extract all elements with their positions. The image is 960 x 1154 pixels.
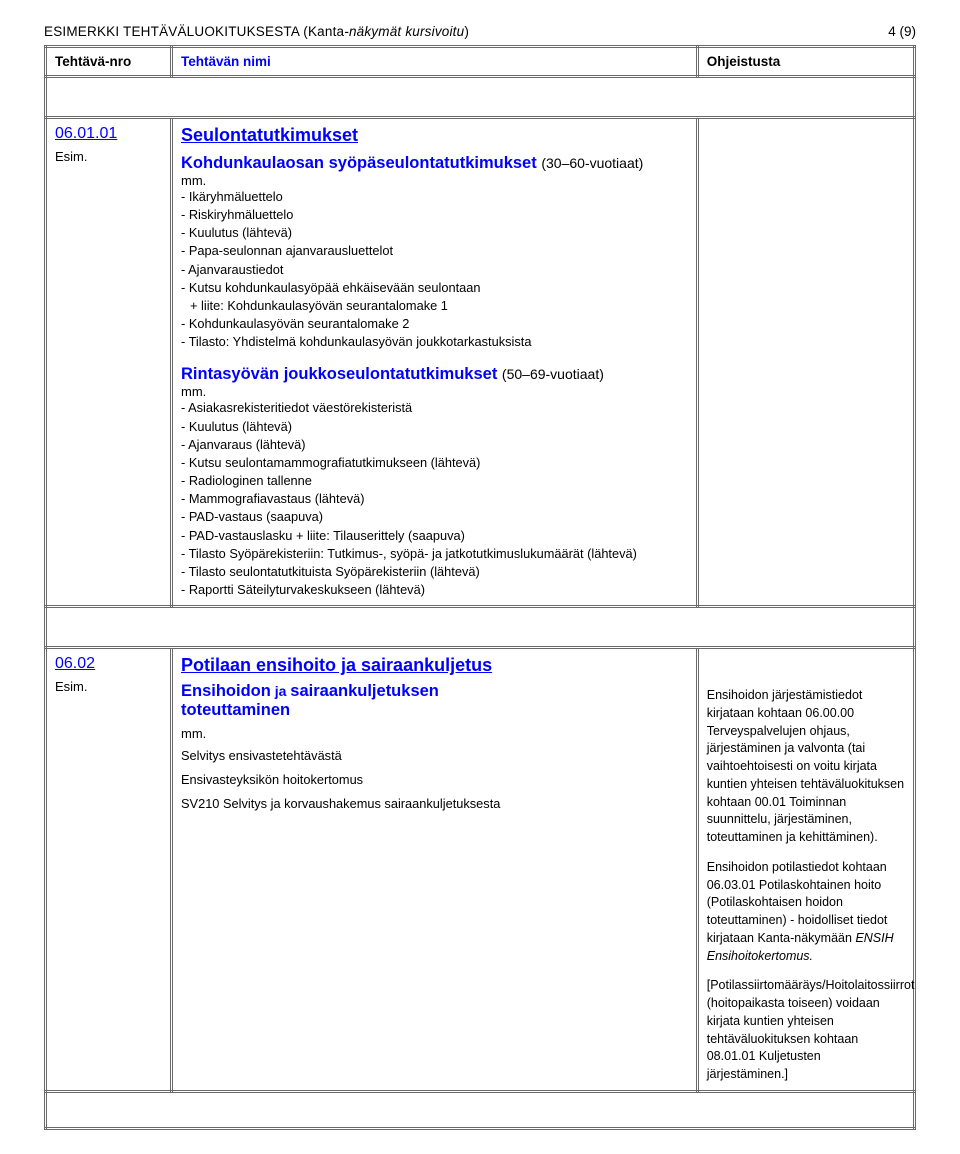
list-item: - Kutsu kohdunkaulasyöpää ehkäisevään se… bbox=[181, 280, 481, 295]
spacer-row bbox=[46, 607, 915, 648]
nro-link-0602[interactable]: 06.02 bbox=[55, 655, 95, 672]
page-header: ESIMERKKI TEHTÄVÄLUOKITUKSESTA (Kanta-nä… bbox=[44, 24, 916, 39]
list-item: - Tilasto: Yhdistelmä kohdunkaulasyövän … bbox=[181, 334, 531, 349]
list-item: - Mammografiavastaus (lähtevä) bbox=[181, 491, 365, 506]
ohj-p3: [Potilassiirtomääräys/Hoitolaitossiirrot… bbox=[707, 977, 905, 1084]
list-item: - Riskiryhmäluettelo bbox=[181, 207, 293, 222]
task-table: Tehtävä-nro Tehtävän nimi Ohjeistusta 06… bbox=[44, 45, 916, 1130]
list-item: - Kuulutus (lähtevä) bbox=[181, 225, 292, 240]
sub2-age: (50–69-vuotiaat) bbox=[502, 366, 604, 382]
list-item: - Ajanvaraustiedot bbox=[181, 262, 283, 277]
cell-nimi-0602: Potilaan ensihoito ja sairaankuljetus En… bbox=[172, 648, 698, 1092]
list-item: - Ikäryhmäluettelo bbox=[181, 189, 283, 204]
header-title-pre: ESIMERKKI TEHTÄVÄLUOKITUKSESTA (Kanta bbox=[44, 24, 344, 39]
cell-nro-0602: 06.02 Esim. bbox=[46, 648, 172, 1092]
page-number: 4 (9) bbox=[888, 24, 916, 39]
list-item: - Kutsu seulontamammografiatutkimukseen … bbox=[181, 455, 480, 470]
task-title-0602[interactable]: Potilaan ensihoito ja sairaankuljetus bbox=[181, 655, 492, 675]
sub-title-p2: sairaankuljetuksen bbox=[290, 682, 439, 700]
list-item: - Kuulutus (lähtevä) bbox=[181, 419, 292, 434]
cell-ohj-0602: Ensihoidon järjestämistiedot kirjataan k… bbox=[697, 648, 914, 1092]
list-item: - Asiakasrekisteritiedot väestörekisteri… bbox=[181, 400, 412, 415]
ohj-p1: Ensihoidon järjestämistiedot kirjataan k… bbox=[707, 687, 905, 847]
sub-title-p3: toteuttaminen bbox=[181, 701, 290, 719]
row2-mm: mm. bbox=[181, 726, 688, 741]
subsection-1-title: Kohdunkaulaosan syöpäseulontatutkimukset… bbox=[181, 154, 688, 173]
header-title-post: ) bbox=[464, 24, 469, 39]
cell-ohj-060101 bbox=[697, 118, 914, 607]
row2-p1: Selvitys ensivastetehtävästä bbox=[181, 747, 688, 765]
sub1-mm: mm. bbox=[181, 173, 688, 188]
sub-title-0602: Ensihoidon ja sairaankuljetuksen toteutt… bbox=[181, 682, 688, 720]
ohj-p2-wrap: Ensihoidon potilastiedot kohtaan 06.03.0… bbox=[707, 859, 905, 966]
header-title: ESIMERKKI TEHTÄVÄLUOKITUKSESTA (Kanta-nä… bbox=[44, 24, 469, 39]
sub-title-p1: Ensihoidon bbox=[181, 682, 271, 700]
table-header-row: Tehtävä-nro Tehtävän nimi Ohjeistusta bbox=[46, 47, 915, 77]
subsection-2-title: Rintasyövän joukkoseulontatutkimukset (5… bbox=[181, 365, 688, 384]
row2-p2: Ensivasteyksikön hoitokertomus bbox=[181, 771, 688, 789]
list-item-indent: + liite: Kohdunkaulasyövän seurantalomak… bbox=[181, 297, 688, 315]
cell-nro-060101: 06.01.01 Esim. bbox=[46, 118, 172, 607]
list-item: - PAD-vastaus (saapuva) bbox=[181, 509, 323, 524]
list-item: - Radiologinen tallenne bbox=[181, 473, 312, 488]
list-item: - Papa-seulonnan ajanvarausluettelot bbox=[181, 243, 393, 258]
cell-nimi-060101: Seulontatutkimukset Kohdunkaulaosan syöp… bbox=[172, 118, 698, 607]
list-item: - Tilasto seulontatutkituista Syöpärekis… bbox=[181, 564, 480, 579]
row2-p3: SV210 Selvitys ja korvaushakemus sairaan… bbox=[181, 795, 688, 813]
col-header-nro: Tehtävä-nro bbox=[46, 47, 172, 77]
task-title-060101[interactable]: Seulontatutkimukset bbox=[181, 125, 358, 145]
spacer-row bbox=[46, 77, 915, 118]
sub-title-ja: ja bbox=[271, 683, 290, 699]
spacer-row bbox=[46, 1091, 915, 1128]
nro-link-060101[interactable]: 06.01.01 bbox=[55, 125, 117, 142]
list-item: - Raportti Säteilyturvakeskukseen (lähte… bbox=[181, 582, 425, 597]
sub1-age: (30–60-vuotiaat) bbox=[541, 155, 643, 171]
list-item: - PAD-vastauslasku + liite: Tilauseritte… bbox=[181, 528, 465, 543]
esim-label-1: Esim. bbox=[55, 149, 162, 164]
task-row-060101: 06.01.01 Esim. Seulontatutkimukset Kohdu… bbox=[46, 118, 915, 607]
col-header-ohj: Ohjeistusta bbox=[697, 47, 914, 77]
sub1-title: Kohdunkaulaosan syöpäseulontatutkimukset bbox=[181, 154, 537, 172]
list-item: - Kohdunkaulasyövän seurantalomake 2 bbox=[181, 316, 409, 331]
sub2-mm: mm. bbox=[181, 384, 688, 399]
sub1-list: - Ikäryhmäluettelo - Riskiryhmäluettelo … bbox=[181, 188, 688, 351]
esim-label-2: Esim. bbox=[55, 679, 162, 694]
list-item: - Tilasto Syöpärekisteriin: Tutkimus-, s… bbox=[181, 546, 637, 561]
col-header-nimi: Tehtävän nimi bbox=[172, 47, 698, 77]
list-item: - Ajanvaraus (lähtevä) bbox=[181, 437, 305, 452]
task-row-0602: 06.02 Esim. Potilaan ensihoito ja sairaa… bbox=[46, 648, 915, 1092]
header-title-ital: -näkymät kursivoitu bbox=[344, 24, 464, 39]
sub2-list: - Asiakasrekisteritiedot väestörekisteri… bbox=[181, 399, 688, 599]
sub2-title: Rintasyövän joukkoseulontatutkimukset bbox=[181, 365, 497, 383]
